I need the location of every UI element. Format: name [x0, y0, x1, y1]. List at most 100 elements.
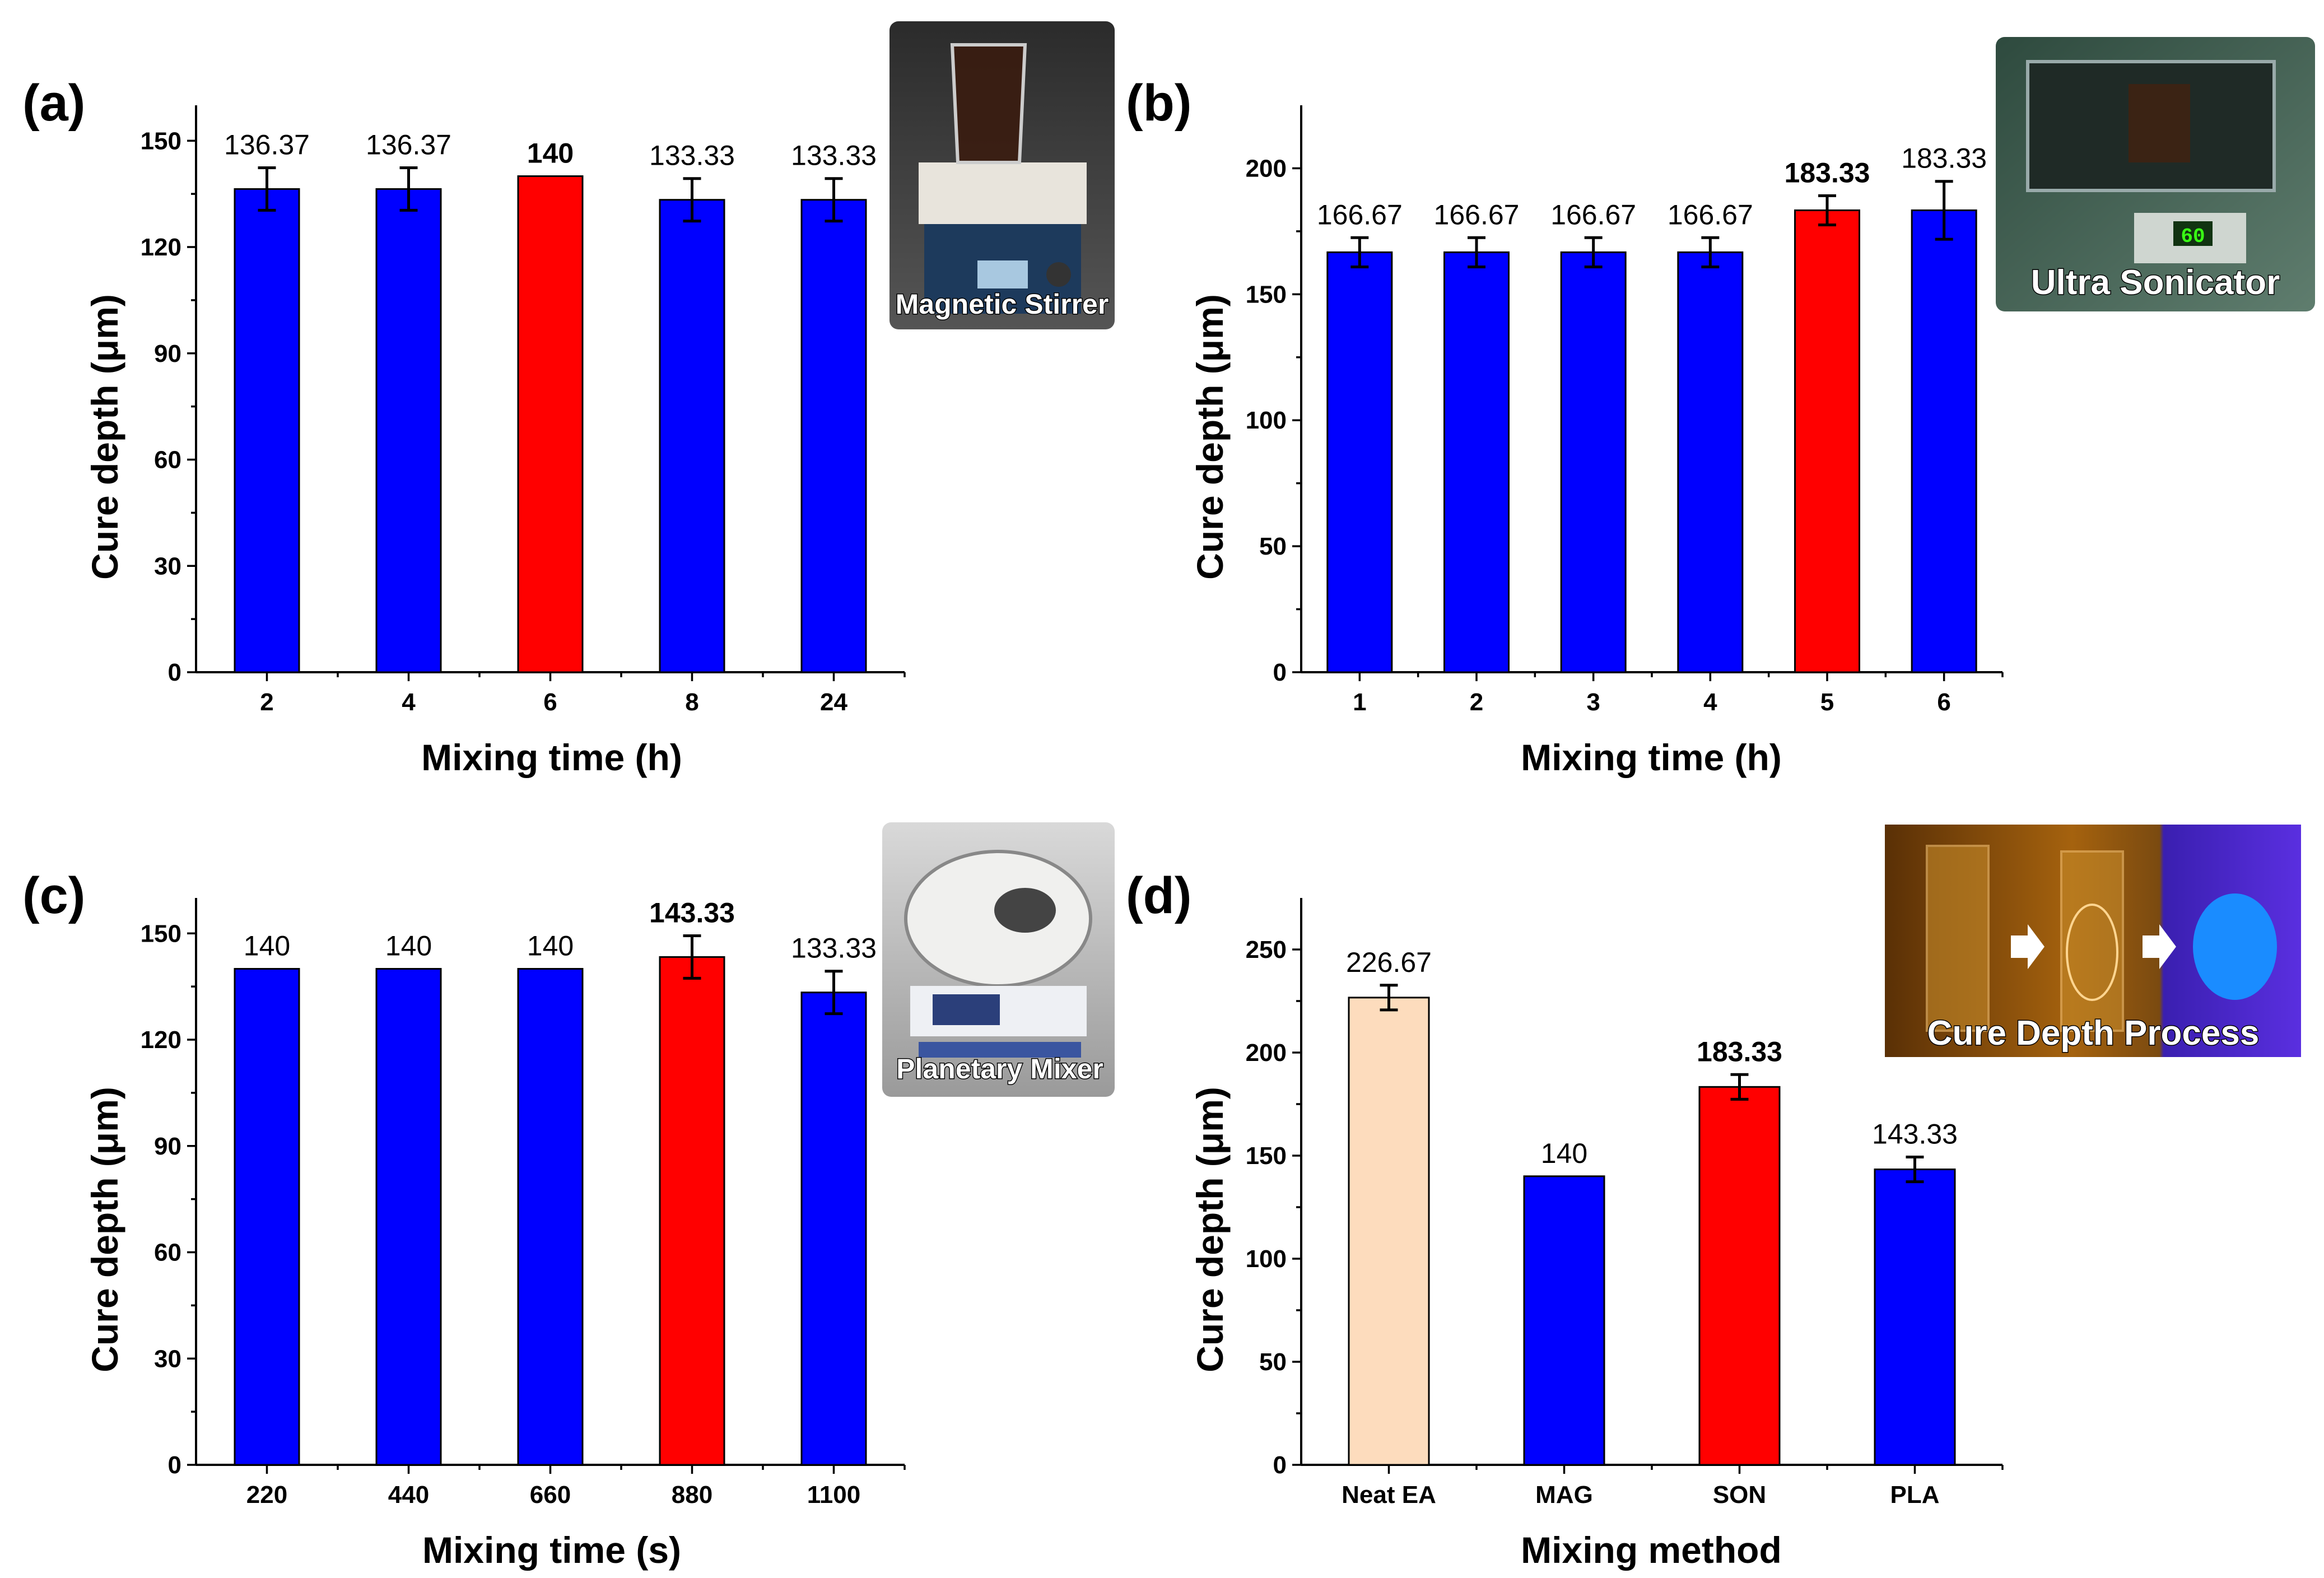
- value-label: 140: [527, 930, 574, 962]
- panel-b-plot: 0 50 100 150 200 1 166.67 2 166.67 3 166.67 4 166.67…: [1246, 105, 2004, 716]
- bar-c-1100: [800, 992, 867, 1466]
- value-label: 183.33: [1697, 1036, 1782, 1067]
- value-label: 136.37: [224, 129, 310, 161]
- bar-a-2: [234, 188, 300, 673]
- panel-c-plot: 0 30 60 90 120 150 220 140 440 140 660 140 880 143.33…: [141, 897, 906, 1509]
- y-tick-label: 90: [154, 1133, 181, 1160]
- bar-a-8: [659, 199, 725, 673]
- ultrasonicator-photo: 60: [1996, 37, 2315, 311]
- x-tick-label: 8: [685, 688, 698, 716]
- planetary-mixer-caption: Planetary Mixer: [896, 1053, 1103, 1084]
- x-tick-label: 6: [543, 688, 557, 716]
- x-tick-label: 6: [1937, 688, 1950, 716]
- panel-label-d: (d): [1126, 867, 1191, 924]
- x-tick-label: 2: [260, 688, 273, 716]
- y-tick-label: 0: [168, 1451, 181, 1479]
- y-tick-label: 150: [1246, 281, 1287, 308]
- error-bar: [683, 934, 701, 980]
- y-tick-label: 150: [1246, 1142, 1287, 1170]
- value-label: 166.67: [1317, 199, 1403, 230]
- value-label: 133.33: [791, 140, 877, 171]
- panel-c-y-axis-title: Cure depth (μm): [84, 1087, 125, 1372]
- error-bar: [258, 166, 276, 212]
- value-label: 140: [527, 138, 574, 169]
- bar-b-1: [1326, 251, 1393, 673]
- error-bar: [825, 970, 843, 1016]
- x-tick-label: 24: [820, 688, 847, 716]
- bar-c-220: [234, 968, 300, 1466]
- x-tick-label: PLA: [1890, 1481, 1940, 1509]
- y-tick-label: 120: [141, 234, 181, 261]
- error-bar: [1468, 236, 1485, 268]
- error-bar: [1818, 194, 1836, 227]
- x-tick-label: Neat EA: [1342, 1481, 1436, 1509]
- panel-b-x-axis-title: Mixing time (h): [1521, 737, 1782, 778]
- x-tick-label: 1100: [807, 1481, 860, 1509]
- value-label: 140: [385, 930, 432, 962]
- ultrasonicator-caption: Ultra Sonicator: [2031, 263, 2280, 302]
- panel-d-plot: 0 50 100 150 200 250 Neat EA 226.67 MAG 140 SON 183…: [1246, 898, 2004, 1509]
- x-tick-label: 1: [1353, 688, 1366, 716]
- panel-d-x-axis-title: Mixing method: [1521, 1529, 1782, 1571]
- bar-a-4: [375, 188, 442, 673]
- panel-label-b: (b): [1126, 75, 1191, 132]
- panel-a: (a) 0 30 60 90 120 150 2 136.37 4 136.37 6 140 8 133.…: [22, 21, 1115, 778]
- panel-d: (d) 0 50 100 150 200 250 Neat EA 226.67 MAG 140 SO…: [1126, 825, 2301, 1571]
- error-bar: [1584, 236, 1603, 268]
- bar-b-6: [1911, 209, 1977, 673]
- y-tick-label: 100: [1246, 1245, 1287, 1273]
- error-bar: [399, 166, 418, 212]
- y-tick-label: 100: [1246, 407, 1287, 434]
- y-tick-label: 50: [1259, 533, 1287, 560]
- bar-b-5: [1794, 209, 1860, 673]
- x-tick-label: 4: [402, 688, 416, 716]
- y-tick-label: 30: [154, 552, 181, 580]
- y-tick-label: 200: [1246, 155, 1287, 182]
- panel-a-plot: 0 30 60 90 120 150 2 136.37 4 136.37 6 140 8 133.33 24…: [141, 105, 906, 716]
- value-label: 226.67: [1346, 947, 1432, 978]
- y-tick-label: 150: [141, 920, 181, 947]
- error-bar: [1701, 236, 1720, 268]
- x-tick-label: MAG: [1535, 1481, 1593, 1509]
- error-bar: [1350, 236, 1369, 268]
- bar-c-880: [659, 956, 725, 1466]
- bar-a-6: [517, 175, 584, 673]
- y-tick-label: 0: [168, 659, 181, 686]
- bar-d-neat-ea: [1348, 997, 1430, 1466]
- y-tick-label: 50: [1259, 1348, 1287, 1376]
- value-label: 183.33: [1785, 157, 1870, 188]
- error-bar: [1730, 1073, 1749, 1101]
- x-tick-label: 660: [530, 1481, 571, 1509]
- x-tick-label: 2: [1470, 688, 1483, 716]
- x-tick-label: 5: [1820, 688, 1834, 716]
- ultrasonicator-display: 60: [2181, 225, 2205, 248]
- panel-b: (b) 0 50 100 150 200 1 166.67 2 166.67 3 166.67 4 16…: [1126, 37, 2315, 778]
- x-tick-label: 220: [246, 1481, 287, 1509]
- panel-a-x-axis-title: Mixing time (h): [421, 737, 682, 778]
- value-label: 166.67: [1668, 199, 1753, 230]
- error-bar: [1935, 180, 1953, 241]
- panel-b-y-axis-title: Cure depth (μm): [1189, 294, 1231, 580]
- value-label: 166.67: [1434, 199, 1520, 230]
- panel-d-y-axis-title: Cure depth (μm): [1189, 1087, 1231, 1372]
- bar-b-2: [1443, 251, 1510, 673]
- magnetic-stirrer-caption: Magnetic Stirrer: [896, 288, 1109, 320]
- planetary-mixer-photo: [882, 822, 1115, 1097]
- panel-label-a: (a): [22, 75, 85, 132]
- error-bar: [825, 177, 843, 223]
- y-tick-label: 60: [154, 1239, 181, 1267]
- value-label: 136.37: [366, 129, 451, 161]
- error-bar: [1380, 984, 1398, 1012]
- y-tick-label: 250: [1246, 936, 1287, 963]
- x-tick-label: 4: [1703, 688, 1717, 716]
- y-tick-label: 200: [1246, 1039, 1287, 1067]
- panel-label-c: (c): [22, 867, 85, 924]
- value-label: 140: [1541, 1138, 1587, 1169]
- y-tick-label: 0: [1273, 659, 1287, 686]
- error-bar: [683, 177, 701, 223]
- y-tick-label: 30: [154, 1345, 181, 1372]
- y-tick-label: 150: [141, 127, 181, 155]
- cure-depth-process-caption: Cure Depth Process: [1927, 1014, 2260, 1053]
- value-label: 133.33: [791, 933, 877, 964]
- value-label: 133.33: [649, 140, 735, 171]
